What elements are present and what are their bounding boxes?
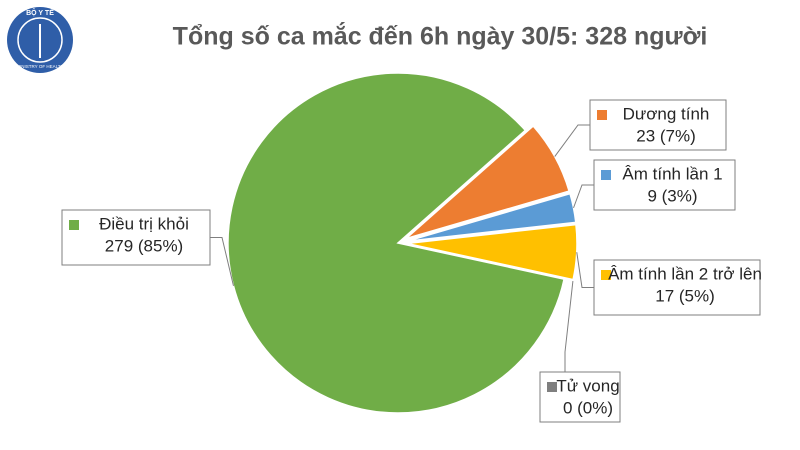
pie-slice bbox=[406, 192, 577, 242]
legend-swatch bbox=[69, 220, 79, 230]
pie-slice bbox=[405, 124, 571, 240]
label-box bbox=[593, 159, 736, 211]
pie-slice bbox=[406, 223, 578, 281]
logo-bottom: MINISTRY OF HEALTH bbox=[16, 64, 64, 69]
label-box bbox=[589, 99, 727, 151]
label-value: 9 (3%) bbox=[647, 186, 697, 205]
chart-title: Tổng số ca mắc đến 6h ngày 30/5: 328 ngư… bbox=[173, 21, 708, 51]
label-box bbox=[539, 371, 621, 423]
callout-line bbox=[564, 281, 574, 372]
label-value: 279 (85%) bbox=[105, 236, 183, 255]
callout-line bbox=[210, 237, 234, 286]
label-box bbox=[61, 209, 211, 266]
label-category: Âm tính lần 1 bbox=[622, 164, 722, 183]
callout-line bbox=[576, 252, 594, 288]
label-value: 23 (7%) bbox=[636, 126, 696, 145]
label-value: 17 (5%) bbox=[655, 286, 715, 305]
logo: BỘ Y TẾ MINISTRY OF HEALTH bbox=[7, 7, 73, 73]
label-box bbox=[593, 259, 761, 316]
label-category: Điều trị khỏi bbox=[99, 214, 189, 233]
legend-swatch bbox=[601, 170, 611, 180]
callout-line bbox=[554, 124, 590, 157]
label-value: 0 (0%) bbox=[563, 398, 613, 417]
logo-ring bbox=[17, 17, 63, 63]
label-category: Tử vong bbox=[556, 376, 619, 395]
legend-swatch bbox=[597, 110, 607, 120]
legend-swatch bbox=[601, 270, 611, 280]
pie-slice bbox=[227, 72, 566, 414]
callout-line bbox=[573, 184, 594, 209]
legend-swatch bbox=[547, 382, 557, 392]
label-category: Âm tính lần 2 trở lên bbox=[608, 264, 762, 283]
logo-top: BỘ Y TẾ bbox=[26, 7, 54, 17]
label-category: Dương tính bbox=[623, 104, 710, 123]
